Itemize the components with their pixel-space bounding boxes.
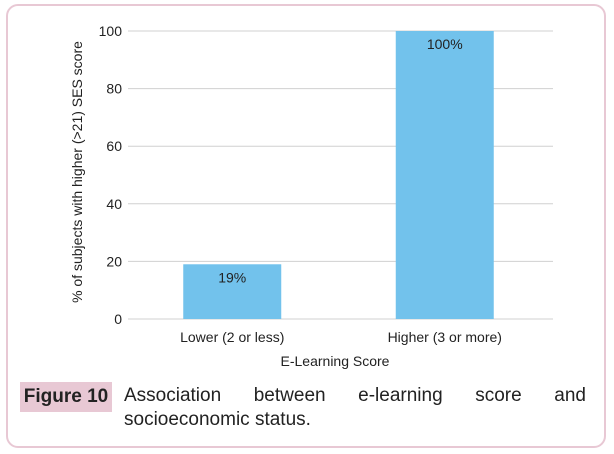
y-tick-label: 100 — [99, 23, 123, 39]
y-tick-label: 80 — [106, 81, 122, 97]
figure-label: Figure 10 — [20, 382, 112, 412]
y-tick-label: 0 — [114, 311, 122, 327]
x-axis-label: E-Learning Score — [281, 353, 390, 369]
bars — [183, 31, 494, 319]
figure-caption-text: Association between e-learning score and… — [124, 385, 586, 430]
y-tick-label: 20 — [106, 253, 122, 269]
data-label: 19% — [218, 269, 246, 285]
y-tick-label: 40 — [106, 196, 122, 212]
data-labels: 19% 100% — [218, 36, 462, 285]
bar — [395, 31, 494, 319]
x-tick-label: Lower (2 or less) — [180, 329, 284, 345]
x-tick-labels: Lower (2 or less) Higher (3 or more) — [180, 329, 502, 345]
data-label: 100% — [427, 36, 463, 52]
y-tick-labels: 0 20 40 60 80 100 — [99, 23, 123, 327]
y-tick-label: 60 — [106, 138, 122, 154]
bar-chart: 19% 100% 0 20 40 60 80 100 Lower (2 or less) Hi… — [69, 23, 553, 369]
figure-frame — [6, 4, 606, 448]
y-axis-label: % of subjects with higher (>21) SES scor… — [69, 41, 85, 303]
bar — [183, 264, 282, 319]
x-tick-label: Higher (3 or more) — [388, 329, 502, 345]
